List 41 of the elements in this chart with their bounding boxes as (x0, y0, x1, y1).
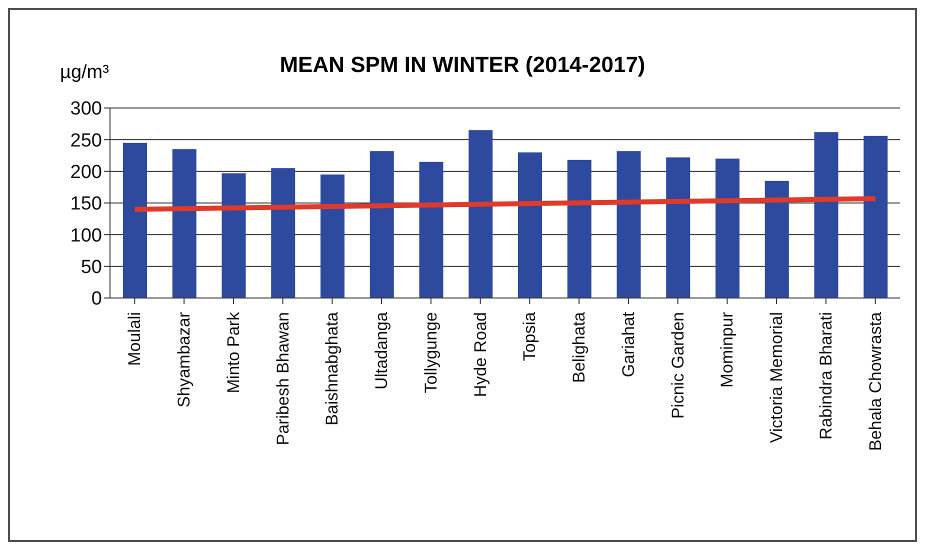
x-tick-label: Behala Chowrasta (866, 311, 885, 451)
x-tick-label: Belighata (570, 311, 589, 383)
bar (567, 160, 592, 298)
bar (468, 130, 493, 298)
bar (222, 173, 246, 298)
bar (271, 168, 296, 298)
bar (666, 157, 690, 298)
y-tick-label: 250 (70, 130, 102, 152)
bar (616, 151, 641, 298)
y-tick-label: 200 (70, 162, 102, 184)
x-tick-label: Topsia (520, 311, 540, 362)
y-axis-title: µg/m³ (60, 62, 109, 84)
x-tick-label: Hyde Road (470, 312, 490, 398)
bar (172, 149, 196, 298)
y-tick-label: 150 (70, 194, 102, 215)
x-tick-label: Gariahat (618, 312, 638, 378)
x-tick-label: Picnic Garden (668, 312, 688, 419)
bar (370, 151, 394, 298)
bar (518, 152, 542, 298)
x-tick-label: Victoria Memorial (767, 312, 786, 444)
x-tick-label: Ultadanga (372, 311, 392, 390)
chart-title: MEAN SPM IN WINTER (2014-2017) (280, 52, 646, 77)
bar (764, 180, 789, 298)
y-tick-label: 300 (70, 98, 102, 120)
x-tick-label: Moulali (125, 312, 144, 366)
bar (864, 136, 888, 298)
x-tick-label: Tollygunge (421, 312, 440, 394)
y-tick-label: 100 (70, 225, 102, 246)
x-tick-label: Shyambazar (174, 312, 194, 408)
x-tick-label: Minto Park (224, 312, 243, 394)
x-tick-label: Rabindra Bharati (816, 312, 836, 440)
bar (814, 132, 838, 298)
y-tick-label: 50 (80, 257, 102, 278)
x-tick-label: Paribesh Bhawan (273, 312, 292, 446)
bar (123, 142, 147, 298)
x-tick-label: Baishnabghata (322, 311, 342, 426)
bar (320, 174, 344, 298)
y-tick-label: 0 (91, 288, 102, 310)
x-tick-label: Mominpur (718, 312, 737, 388)
bar (716, 158, 740, 298)
bar (419, 162, 444, 298)
